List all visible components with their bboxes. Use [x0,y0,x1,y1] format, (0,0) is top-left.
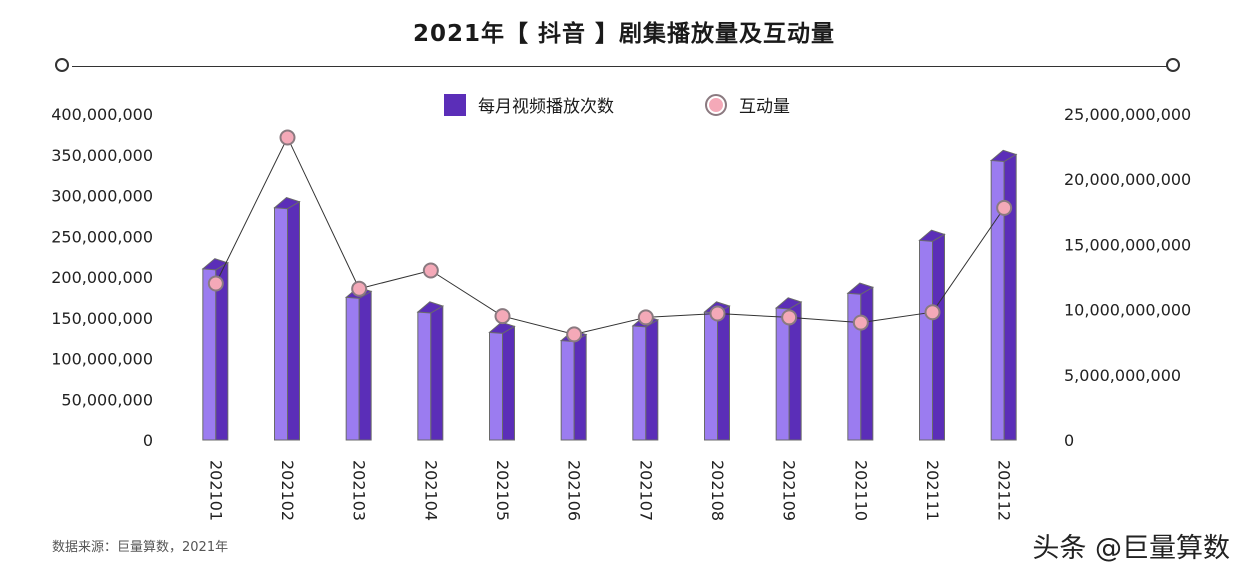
bar-top-face [201,258,230,271]
left-axis-tick-label: 400,000,000 [51,105,153,124]
bar-front-face [345,296,360,441]
interaction-point-202105 [494,308,511,325]
interaction-point-202107 [637,309,654,326]
legend-line-series: 互动量 [705,92,790,117]
bar-202101 [201,258,230,441]
interaction-point-202103 [351,280,368,297]
x-tick-label: 202109 [780,460,799,521]
bar-front-face [919,239,933,441]
bar-front-face [202,268,217,441]
bar-202104 [416,301,445,441]
x-tick-label: 202110 [851,460,870,521]
legend-bar-label: 每月视频播放次数 [478,97,614,117]
x-tick-label: 202112 [995,460,1014,521]
right-axis-tick-label: 5,000,000,000 [1064,366,1181,385]
bar-front-face [417,311,432,441]
legend-line-label: 互动量 [739,97,790,117]
bar-top-face [488,321,516,334]
legend-line-marker [705,93,727,116]
title-rule [72,66,1172,67]
x-tick-label: 202101 [206,460,225,521]
bar-top-face [774,297,803,310]
right-axis-tick-label: 25,000,000,000 [1064,105,1191,124]
bar-side-face [430,305,444,441]
interaction-point-202108 [709,305,726,322]
bar-side-face [358,290,372,441]
bar-side-face [1003,153,1017,441]
bar-front-face [775,307,790,441]
interaction-point-202111 [924,304,941,321]
bar-202108 [703,301,731,441]
left-axis-tick-label: 350,000,000 [51,146,153,165]
bar-side-face [860,286,874,441]
bar-front-face [274,207,288,441]
interaction-line [215,136,1005,335]
bar-top-face [989,149,1018,162]
bar-front-face [489,331,503,441]
x-tick-label: 202111 [923,460,942,521]
left-axis-tick-label: 50,000,000 [61,390,153,409]
bar-side-face [645,319,659,441]
bar-202105 [488,321,516,441]
x-tick-label: 202104 [421,460,440,521]
bar-side-face [932,233,945,441]
x-tick-label: 202106 [565,460,584,521]
bar-side-face [573,333,587,441]
bar-202109 [774,297,803,441]
interaction-point-202104 [422,262,439,279]
bar-202107 [631,315,660,441]
x-tick-label: 202108 [708,460,727,521]
left-axis-tick-label: 300,000,000 [51,187,153,206]
rule-left-ring [55,58,69,72]
right-axis-tick-label: 10,000,000,000 [1064,301,1191,320]
left-axis-tick-label: 200,000,000 [51,268,153,287]
bar-top-face [846,282,875,295]
bar-202111 [918,229,946,441]
bar-202102 [273,196,301,441]
bar-202103 [344,286,373,441]
interaction-point-202106 [566,326,583,343]
left-axis-tick-label: 150,000,000 [51,309,153,328]
right-axis-tick-label: 0 [1064,431,1074,450]
chart-title: 2021年【 抖音 】剧集播放量及互动量 [412,21,836,47]
bar-202106 [559,329,588,441]
right-axis-tick-label: 15,000,000,000 [1064,235,1191,254]
watermark: 头条 @巨量算数 [1032,533,1230,564]
bar-front-face [632,325,647,441]
bar-front-face [560,340,575,441]
bar-202112 [989,149,1018,441]
left-axis-tick-label: 0 [143,431,153,450]
bar-top-face [273,196,301,210]
interaction-point-202101 [207,275,224,292]
x-tick-label: 202105 [493,460,512,521]
bar-side-face [287,200,300,441]
right-axis-tick-label: 20,000,000,000 [1064,170,1191,189]
x-tick-label: 202107 [636,460,655,521]
bar-side-face [502,325,515,441]
interaction-point-202110 [852,314,869,331]
legend-bar-series: 每月视频播放次数 [444,92,614,117]
x-tick-label: 202103 [350,460,369,521]
interaction-point-202112 [996,199,1013,216]
bar-top-face [416,301,445,314]
rule-right-ring [1166,58,1180,72]
legend-bar-swatch [444,93,466,116]
x-tick-label: 202102 [278,460,297,521]
bar-202110 [846,282,875,441]
left-axis-tick-label: 250,000,000 [51,227,153,246]
bar-top-face [918,229,946,242]
bar-front-face [704,311,718,441]
bar-side-face [717,305,730,441]
interaction-point-202109 [781,309,798,326]
interaction-point-202102 [279,129,296,146]
left-axis-tick-label: 100,000,000 [51,350,153,369]
source-note: 数据来源：巨量算数，2021年 [52,540,229,555]
